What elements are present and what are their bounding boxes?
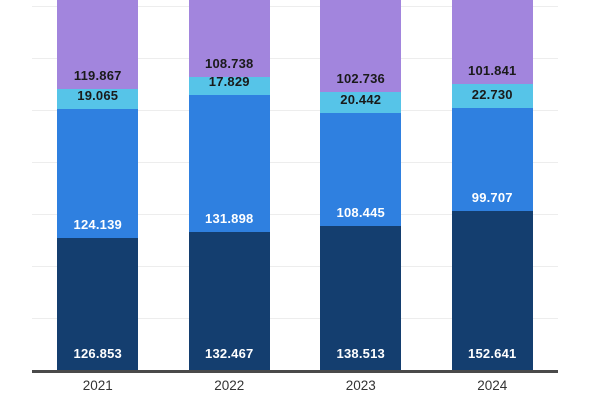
bar-segment-2022-segment-navy-bottom: 132.467 [188, 232, 270, 370]
bar-segment-2021-segment-cyan: 19.065 [57, 87, 139, 109]
value-label-2022-segment-blue: 131.898 [205, 211, 254, 227]
value-label-2023-segment-cyan: 20.442 [340, 92, 382, 108]
gridline [32, 162, 558, 163]
bar-segment-2023-segment-purple-top: 102.736 [320, 0, 402, 92]
x-axis-label-2023: 2023 [345, 378, 376, 393]
bar-segment-2024-segment-navy-bottom: 152.641 [451, 211, 533, 370]
bar-segment-2023-segment-blue: 108.445 [320, 113, 402, 226]
value-label-2022-segment-cyan: 17.829 [208, 74, 250, 90]
gridline [32, 266, 558, 267]
bar-segment-2021-segment-purple-top: 119.867 [57, 0, 139, 90]
gridline [32, 6, 558, 7]
x-axis-label-2024: 2024 [477, 378, 508, 393]
bar-segment-2023-segment-navy-bottom: 138.513 [320, 225, 402, 370]
value-label-2024-segment-purple-top: 101.841 [468, 62, 517, 78]
bar-segment-2023-segment-cyan: 20.442 [320, 91, 402, 114]
value-label-2022-segment-navy-bottom: 132.467 [205, 345, 254, 361]
bar-segment-2022-segment-cyan: 17.829 [188, 74, 270, 96]
bar-segment-2021-segment-navy-bottom: 126.853 [57, 238, 139, 370]
gridline [32, 318, 558, 319]
bar-segment-2021-segment-blue: 124.139 [57, 108, 139, 239]
bar-segment-2022-segment-blue: 131.898 [188, 95, 270, 233]
value-label-2021-segment-blue: 124.139 [73, 217, 122, 233]
value-label-2024-segment-navy-bottom: 152.641 [468, 345, 517, 361]
bar-segment-2024-segment-purple-top: 101.841 [451, 0, 533, 84]
x-axis-line [32, 370, 558, 373]
bar-segment-2022-segment-purple-top: 108.738 [188, 0, 270, 77]
value-label-2023-segment-blue: 108.445 [336, 204, 385, 220]
gridline [32, 110, 558, 111]
value-label-2021-segment-cyan: 19.065 [77, 87, 119, 103]
x-axis-label-2021: 2021 [82, 378, 113, 393]
value-label-2022-segment-purple-top: 108.738 [205, 55, 254, 71]
value-label-2021-segment-purple-top: 119.867 [73, 68, 122, 84]
gridline [32, 214, 558, 215]
gridline [32, 58, 558, 59]
value-label-2024-segment-cyan: 22.730 [471, 86, 513, 102]
value-label-2023-segment-navy-bottom: 138.513 [336, 345, 385, 361]
value-label-2024-segment-blue: 99.707 [471, 190, 513, 206]
bar-segment-2024-segment-cyan: 22.730 [451, 83, 533, 108]
bar-segment-2024-segment-blue: 99.707 [451, 107, 533, 212]
value-label-2021-segment-navy-bottom: 126.853 [73, 345, 122, 361]
value-label-2023-segment-purple-top: 102.736 [336, 70, 385, 86]
x-axis-label-2022: 2022 [214, 378, 245, 393]
